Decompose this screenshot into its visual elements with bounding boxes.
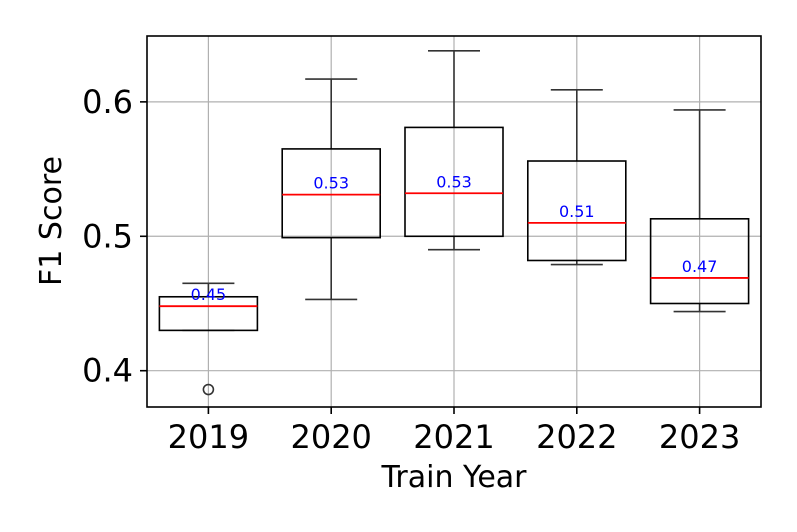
box-group-2022: 0.51 [526, 88, 627, 266]
box-group-2023: 0.47 [649, 109, 750, 313]
axis-ticks: 0.4 0.5 0.6 2019 2020 2021 2022 2023 [82, 83, 740, 456]
x-tick-label: 2021 [413, 418, 494, 456]
median-value-label: 0.53 [313, 174, 349, 193]
box-group-2021: 0.53 [404, 49, 504, 251]
iqr-box [281, 148, 382, 239]
box-group-2020: 0.53 [281, 78, 382, 301]
iqr-box [404, 126, 504, 238]
median-value-label: 0.51 [559, 202, 595, 221]
boxes: 0.45 0.53 0.53 0.51 0.47 [158, 49, 750, 396]
box-group-2019: 0.45 [158, 282, 259, 396]
x-tick-label: 2023 [659, 418, 740, 456]
x-axis-label: Train Year [380, 460, 527, 495]
y-tick-label: 0.6 [82, 83, 133, 121]
y-axis-label: F1 Score [34, 156, 69, 286]
median-value-label: 0.47 [682, 257, 718, 276]
y-tick-label: 0.4 [82, 352, 133, 390]
iqr-box [158, 295, 259, 332]
x-tick-label: 2020 [290, 418, 371, 456]
y-tick-label: 0.5 [82, 217, 133, 255]
outlier-point [202, 383, 215, 396]
iqr-box [649, 218, 750, 305]
median-value-label: 0.53 [436, 172, 472, 191]
x-tick-label: 2019 [168, 418, 249, 456]
x-tick-label: 2022 [536, 418, 617, 456]
median-value-label: 0.45 [191, 285, 227, 304]
iqr-box [526, 160, 627, 262]
